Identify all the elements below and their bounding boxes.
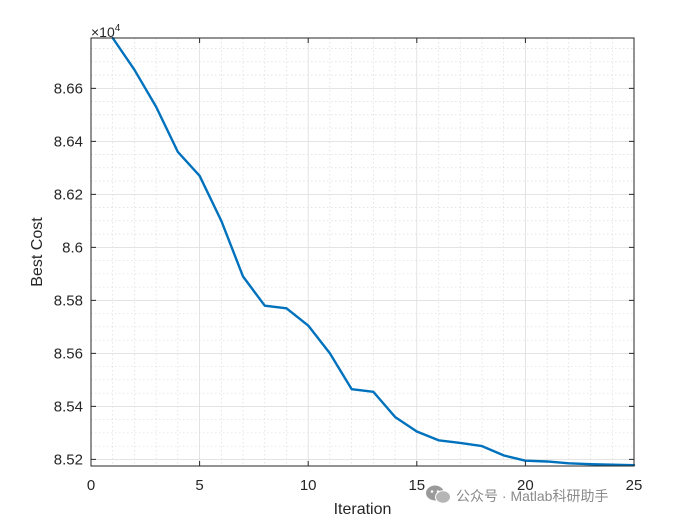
y-tick-label: 8.54 [54, 398, 83, 415]
plot-background [91, 38, 634, 466]
y-tick-label: 8.66 [54, 80, 83, 97]
x-tick-label: 0 [87, 477, 95, 494]
y-tick-label: 8.64 [54, 133, 83, 150]
y-axis-label: Best Cost [29, 217, 46, 287]
x-tick-label: 20 [517, 477, 534, 494]
plot-axes: 0 5 10 15 20 25 8.528.548.568.588.68.628.648.… [54, 36, 643, 494]
x-tick-label: 10 [300, 477, 317, 494]
x-tick-label: 15 [408, 477, 425, 494]
major-grid [91, 38, 634, 466]
y-tick-label: 8.6 [62, 239, 83, 256]
y-exponent-label: ×104 [91, 23, 121, 40]
y-tick-label: 8.62 [54, 186, 83, 203]
wechat-icon [426, 485, 451, 504]
x-tick-label: 5 [195, 477, 203, 494]
y-tick-label: 8.56 [54, 345, 83, 362]
plot-frame [90, 37, 635, 467]
y-exponent-power: 4 [115, 23, 121, 34]
y-exponent-base: ×10 [91, 24, 115, 40]
minor-grid [91, 38, 634, 466]
x-axis-label: Iteration [334, 501, 392, 518]
series-line [111, 36, 636, 467]
x-ticks: 0 5 10 15 20 25 [87, 38, 643, 494]
watermark-text: 公众号 · Matlab科研助手 [456, 488, 608, 504]
y-tick-label: 8.52 [54, 451, 83, 468]
watermark: 公众号 · Matlab科研助手 [426, 485, 608, 504]
x-tick-label: 25 [626, 477, 643, 494]
y-tick-label: 8.58 [54, 292, 83, 309]
y-ticks: 8.52 8.54 8.56 8.58 8.6 8.62 8.64 8.66 [54, 80, 634, 468]
